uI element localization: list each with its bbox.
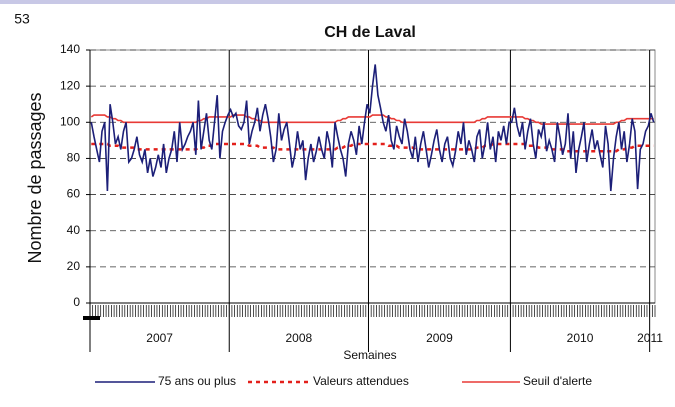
year-label: 2010 [567,331,594,345]
year-label: 2011 [637,331,663,345]
y-axis-title: Nombre de passages [25,92,45,263]
legend-label: 75 ans ou plus [158,374,236,388]
year-label: 2009 [426,331,453,345]
legend-label: Valeurs attendues [313,374,409,388]
page-number: 53 [14,11,30,27]
year-label: 2007 [146,331,173,345]
marker [83,316,100,320]
legend-label: Seuil d'alerte [523,374,592,388]
series-line [90,114,654,125]
y-tick-label: 0 [73,295,80,309]
y-tick-label: 40 [67,223,81,237]
y-tick-label: 60 [67,187,81,201]
top-band [0,0,675,4]
y-tick-label: 80 [67,151,81,165]
chart-title: CH de Laval [324,24,416,41]
y-tick-label: 120 [60,78,80,92]
series-line [91,142,654,153]
year-label: 2008 [286,331,313,345]
x-axis-title: Semaines [343,348,396,362]
y-tick-label: 100 [60,114,80,128]
y-tick-label: 140 [60,42,80,56]
y-tick-label: 20 [67,259,81,273]
series-line [90,64,655,192]
